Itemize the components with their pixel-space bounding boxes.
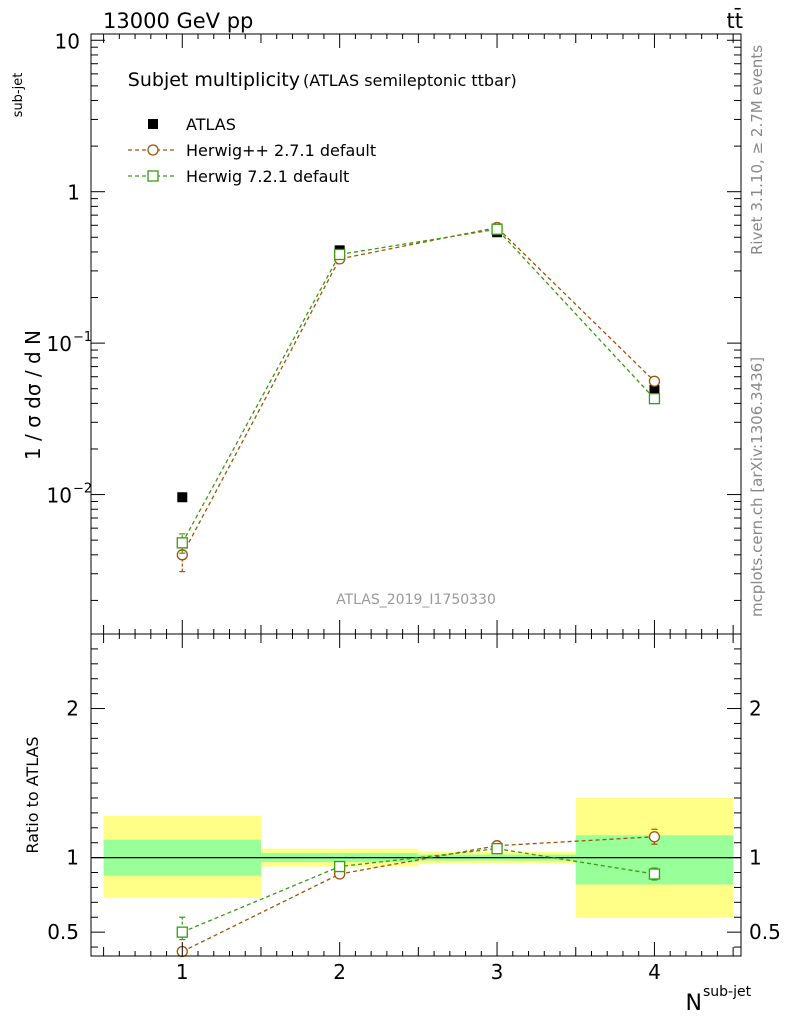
main-series-0-point [177, 492, 188, 503]
main-subtitle: (ATLAS semileptonic ttbar) [303, 71, 517, 90]
ratio-x-axis: 1 2 3 4 [103, 634, 734, 984]
main-x-axis [103, 34, 734, 634]
main-series-2-point [648, 392, 661, 405]
ratio-series-1-point [176, 926, 188, 938]
main-plot-area [176, 221, 661, 573]
ratio-series-1-point [648, 868, 661, 880]
ratio-frame [90, 633, 742, 957]
main-title: Subjet multiplicity [128, 69, 300, 91]
ratio-y-axis: 2 2 1 1 0.5 0.5 [47, 648, 781, 948]
main-series-1-point [176, 549, 188, 561]
x-axis-label: N [686, 991, 702, 1016]
ratio-plot-area [91, 797, 741, 958]
main-series-1-point [648, 375, 661, 387]
legend-label: Herwig 7.2.1 default [186, 167, 349, 186]
ratio-series-1-point [334, 860, 346, 873]
main-y-tick-exponent: −1 [73, 330, 92, 345]
energy-label: 13000 GeV pp [103, 9, 253, 33]
ratio-y-tick-label: 0.5 [47, 920, 79, 944]
main-y-tick-label: 10 [47, 484, 72, 508]
legend-label: ATLAS [186, 115, 236, 134]
x-axis-label-sup: sub-jet [703, 984, 752, 1000]
ratio-panel: 2 2 1 1 0.5 0.5 1 2 3 4 Ratio to ATLAS N sub-jet [23, 633, 781, 1016]
main-series-0-point [649, 385, 660, 396]
main-series-2-point [176, 537, 188, 549]
ratio-y-tick-label-right: 2 [749, 697, 762, 721]
legend-marker [148, 119, 158, 129]
main-series-2-line [181, 228, 655, 544]
x-tick-label: 1 [176, 960, 189, 984]
ratio-y-tick-label: 1 [66, 846, 79, 870]
main-y-label: 1 / σ dσ / d N [21, 330, 45, 460]
legend: ATLAS Herwig++ 2.7.1 default Herwig 7.2.1 … [128, 115, 376, 186]
legend-label: Herwig++ 2.7.1 default [186, 141, 376, 160]
legend-marker [147, 144, 159, 156]
ratio-y-tick-label-right: 0.5 [749, 920, 781, 944]
ratio-series-1-line [182, 848, 655, 933]
ratio-y-tick-label: 2 [66, 697, 79, 721]
main-y-label-sup: sub-jet [11, 73, 26, 118]
mcplots-label: mcplots.cern.ch [arXiv:1306.3436] [748, 357, 766, 617]
main-y-tick-exponent: −2 [73, 482, 92, 497]
main-series-2-point [334, 248, 346, 261]
ratio-series-0-line [181, 836, 655, 953]
rivet-label: Rivet 3.1.10, ≥ 2.7M events [748, 45, 766, 255]
main-series-2-point [491, 223, 503, 235]
main-series-1-line [181, 226, 655, 556]
x-tick-label: 2 [333, 960, 346, 984]
analysis-id-label: ATLAS_2019_I1750330 [336, 592, 496, 608]
ratio-y-label: Ratio to ATLAS [23, 736, 42, 853]
x-tick-label: 4 [648, 960, 661, 984]
main-y-tick-label: 10 [55, 29, 80, 53]
ratio-series-1-point [491, 843, 503, 855]
ratio-y-tick-label-right: 1 [749, 846, 762, 870]
legend-marker [147, 170, 159, 182]
process-label: tt̄ [727, 8, 743, 33]
main-y-tick-label: 10 [47, 332, 72, 356]
main-y-tick-label: 1 [67, 181, 80, 205]
x-tick-label: 3 [491, 960, 504, 984]
ratio-series-0-point [648, 831, 661, 843]
